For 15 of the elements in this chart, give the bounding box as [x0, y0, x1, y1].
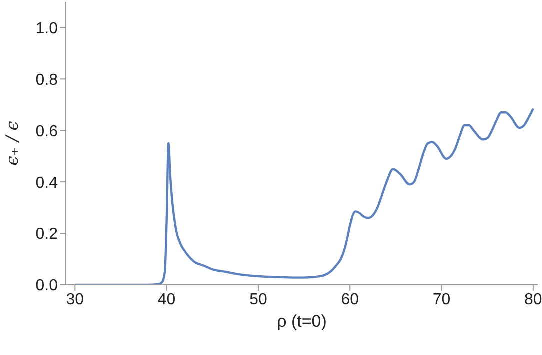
x-tick-label: 80 — [524, 291, 542, 308]
x-tick-label: 50 — [250, 291, 268, 308]
y-axis-title: ϵ₊ / ϵ — [3, 120, 23, 166]
x-tick-label: 70 — [432, 291, 451, 308]
y-tick-label: 0.6 — [36, 123, 58, 140]
y-tick-label: 0.8 — [36, 72, 58, 89]
x-tick-label: 40 — [158, 291, 176, 308]
y-tick-label: 0.0 — [36, 278, 58, 295]
x-axis-title: ρ (t=0) — [277, 312, 327, 331]
y-tick-label: 0.4 — [36, 174, 58, 192]
y-tick-label: 0.2 — [36, 226, 58, 244]
line-series — [74, 108, 535, 285]
y-tick-label: 1.0 — [36, 20, 58, 38]
x-tick-label: 30 — [66, 291, 84, 308]
x-tick-label: 60 — [341, 291, 360, 308]
